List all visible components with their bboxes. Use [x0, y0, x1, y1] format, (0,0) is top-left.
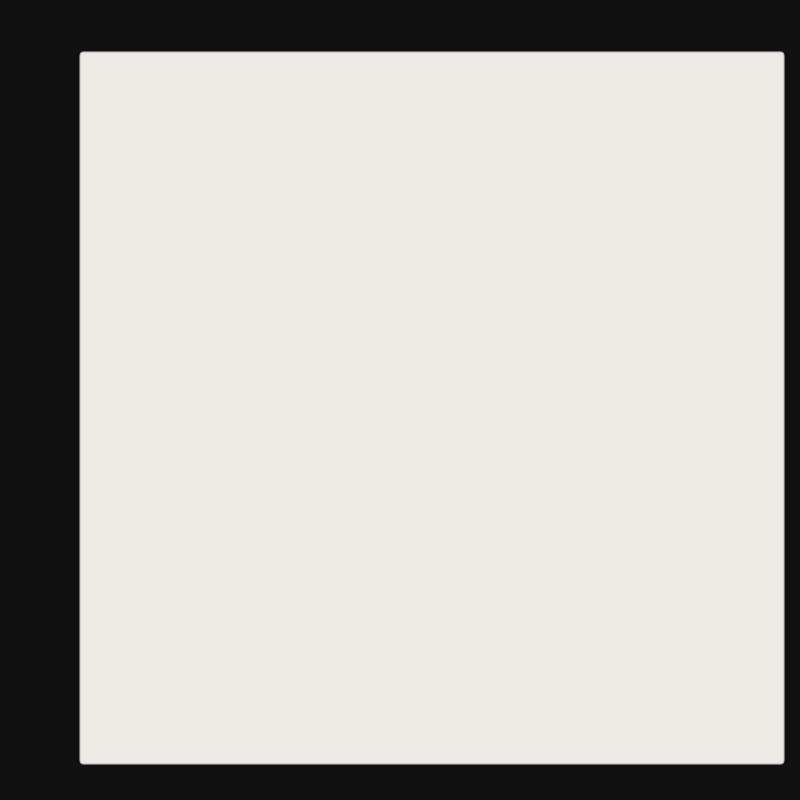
Polygon shape: [174, 218, 355, 415]
Point: [258, 409, 271, 422]
Text: 75.398 ft²: 75.398 ft²: [241, 444, 340, 463]
Text: Find the lateral area. Round to the nearest thousandths.: Find the lateral area. Round to the near…: [112, 86, 639, 104]
Text: B.: B.: [202, 508, 222, 526]
Ellipse shape: [174, 186, 355, 250]
Text: D.: D.: [202, 634, 224, 654]
Point: [258, 211, 271, 224]
Text: C.: C.: [202, 571, 222, 590]
Text: -2 ft: -2 ft: [359, 193, 390, 208]
Text: 25.144 ft²: 25.144 ft²: [241, 508, 340, 526]
Text: A.: A.: [202, 444, 222, 463]
Text: 62.832 ft²: 62.832 ft²: [241, 571, 340, 590]
Text: 50.266 ft²: 50.266 ft²: [241, 634, 340, 654]
Text: 4 ft: 4 ft: [366, 274, 391, 289]
